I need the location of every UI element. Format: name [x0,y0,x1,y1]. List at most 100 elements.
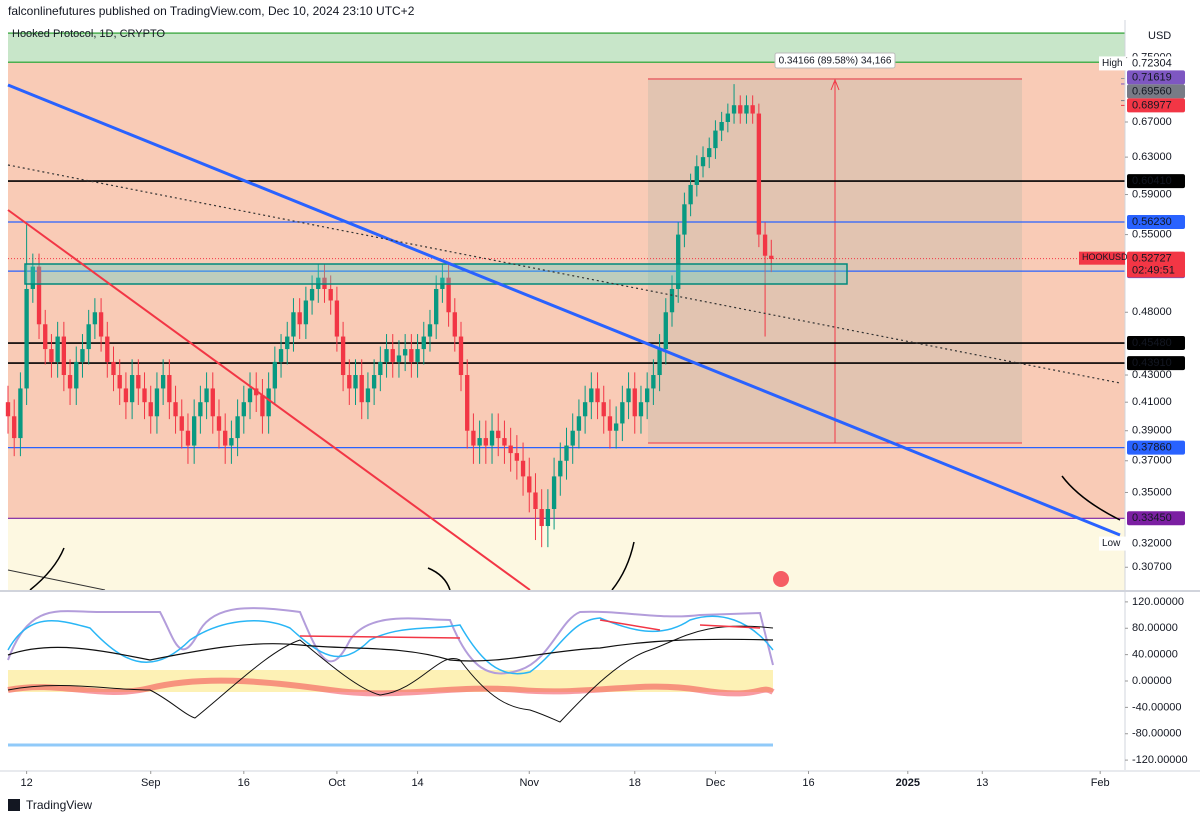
level-label: 0.33450 [1132,512,1172,524]
x-tick-label: 14 [411,777,423,789]
candle-body [160,375,166,389]
drawing [611,541,635,591]
candle-body [576,416,582,431]
indicator-tick-label: 0.00000 [1132,675,1172,687]
candle-body [55,336,60,362]
y-tick-label: 0.41000 [1132,396,1172,408]
candle-body [744,105,749,114]
x-tick-label: 16 [802,777,814,789]
candle-body [111,361,116,376]
candle-body [359,375,364,403]
candle-body [129,375,135,403]
candle-body [98,312,104,337]
candle-body [154,388,160,417]
level-badge [1127,336,1185,351]
candle-body [92,312,98,325]
y-tick-label: 0.67000 [1132,116,1172,128]
candle-body [191,416,197,446]
candle-body [210,388,215,417]
currency: USD [1148,30,1171,42]
price-tag: Low [1102,538,1121,549]
candle-body [36,266,42,325]
measure-label: 0.34166 (89.58%) 34,166 [779,56,892,67]
candle-body [527,476,532,493]
candle-body [278,349,284,362]
candle-body [489,430,495,446]
candle-body [61,336,67,376]
price-badge [1127,70,1185,85]
indicator-line [7,607,774,675]
candle-body [365,388,371,403]
candle-body [613,423,619,431]
candle-body [334,300,340,337]
candle-body [328,288,333,301]
candle-body [396,355,402,362]
candle-body [508,445,513,454]
brand: TradingView [26,798,92,812]
candle-body [409,349,414,362]
x-tick-label: Sep [141,777,161,789]
candle-body [595,388,600,403]
level-badge [1127,356,1185,371]
candle-body [520,460,526,477]
candle-body [117,375,122,389]
candle-body [514,453,520,461]
candle-body [30,266,35,289]
price-scale [1125,20,1200,790]
candle-body [105,336,110,362]
x-tick-label: 13 [976,777,988,789]
candle-body [297,312,302,325]
level-label: 0.56230 [1132,216,1172,228]
indicator-tick-label: -120.00000 [1132,754,1188,766]
candle-body [676,234,681,289]
candle-body [756,113,762,235]
candle-body [43,324,48,350]
candle-body [539,509,544,527]
price-badge-label: 0.69560 [1132,85,1172,97]
level-badge [1127,174,1185,189]
candle-body [558,460,563,477]
trend-line [7,164,1121,384]
symbol-price: 0.52727 [1132,253,1172,265]
event-icon[interactable] [773,571,789,587]
candle-body [657,349,662,376]
x-tick-label: 16 [238,777,250,789]
candle-body [465,375,470,431]
candle-body [731,105,737,114]
price-badge-label: 0.72304 [1132,57,1172,69]
candle-body [446,277,451,313]
candle-body [223,430,228,446]
price-tag-box [1099,536,1126,551]
candle-body [179,416,184,431]
candle-body [247,388,253,403]
candle-body [458,336,464,376]
y-tick-label: 0.43000 [1132,369,1172,381]
candle-body [632,388,637,417]
candle-body [688,184,693,205]
candle-body [24,288,29,389]
candle-body [384,349,389,362]
candle-body [477,438,482,446]
level-label: 0.37860 [1132,442,1172,454]
candle-body [533,492,538,510]
candle-body [148,402,153,417]
candle-body [173,402,178,417]
drawing [1061,475,1121,521]
zone [8,518,1125,590]
price-badge-label: 0.71619 [1132,71,1172,83]
candle-body [762,234,768,256]
candle-body [260,395,265,417]
candle-body [769,255,774,259]
y-tick-label: 0.30700 [1132,561,1172,573]
candle-body [638,402,644,417]
candle-body [49,349,54,362]
candle-body [564,445,569,461]
candle-body [167,375,172,403]
candle-body [216,416,222,431]
price-badge [1127,536,1185,551]
candle-body [750,105,755,114]
measure-label-box [774,52,896,69]
candle-body [123,388,129,403]
candle-body [582,402,588,417]
